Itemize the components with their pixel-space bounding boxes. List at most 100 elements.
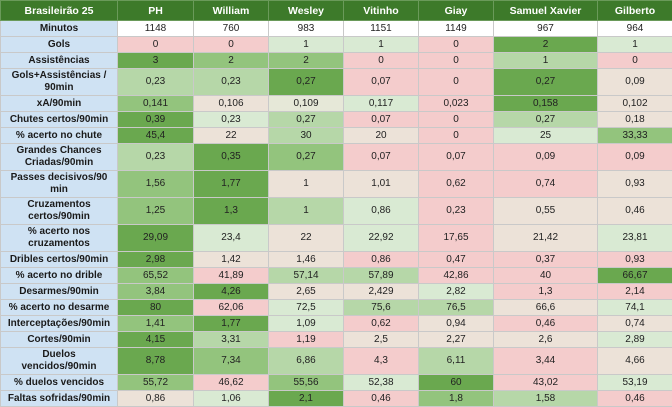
stat-value: 57,14 bbox=[269, 268, 344, 284]
stat-value: 75,6 bbox=[344, 300, 419, 316]
stat-value: 4,3 bbox=[344, 348, 419, 375]
stat-label: Minutos bbox=[1, 21, 118, 37]
stat-value: 2,27 bbox=[419, 332, 494, 348]
stat-value: 1151 bbox=[344, 21, 419, 37]
stat-value: 22 bbox=[194, 128, 269, 144]
player-header: Vitinho bbox=[344, 1, 419, 21]
stat-value: 30 bbox=[269, 128, 344, 144]
stat-value: 2,98 bbox=[118, 252, 194, 268]
stat-value: 0 bbox=[419, 112, 494, 128]
stat-value: 967 bbox=[494, 21, 598, 37]
stat-value: 55,72 bbox=[118, 375, 194, 391]
stat-value: 72,5 bbox=[269, 300, 344, 316]
stat-value: 0,23 bbox=[419, 198, 494, 225]
stat-value: 0 bbox=[344, 53, 419, 69]
stat-value: 1 bbox=[598, 37, 672, 53]
stat-value: 1,3 bbox=[494, 284, 598, 300]
stat-value: 2,14 bbox=[598, 284, 672, 300]
stat-value: 0,27 bbox=[494, 69, 598, 96]
stat-value: 0,62 bbox=[419, 171, 494, 198]
stat-value: 65,52 bbox=[118, 268, 194, 284]
stat-value: 0,47 bbox=[419, 252, 494, 268]
stat-value: 0,86 bbox=[344, 198, 419, 225]
stat-value: 0 bbox=[419, 128, 494, 144]
stat-value: 1 bbox=[269, 37, 344, 53]
stat-value: 0,09 bbox=[598, 69, 672, 96]
stat-value: 0,46 bbox=[494, 316, 598, 332]
stat-value: 0,18 bbox=[598, 112, 672, 128]
stat-value: 0,109 bbox=[269, 96, 344, 112]
stat-label: Faltas sofridas/90min bbox=[1, 391, 118, 407]
stat-value: 66,6 bbox=[494, 300, 598, 316]
stat-value: 29,09 bbox=[118, 225, 194, 252]
stat-value: 76,5 bbox=[419, 300, 494, 316]
stat-value: 2,1 bbox=[269, 391, 344, 407]
stat-value: 0,27 bbox=[269, 144, 344, 171]
stat-value: 1 bbox=[494, 53, 598, 69]
stat-value: 1,06 bbox=[194, 391, 269, 407]
stat-label: Gols bbox=[1, 37, 118, 53]
stat-value: 0 bbox=[419, 53, 494, 69]
stat-label: Chutes certos/90min bbox=[1, 112, 118, 128]
stat-value: 57,89 bbox=[344, 268, 419, 284]
stat-value: 1,41 bbox=[118, 316, 194, 332]
stat-value: 1,01 bbox=[344, 171, 419, 198]
stat-value: 0,55 bbox=[494, 198, 598, 225]
stat-value: 7,34 bbox=[194, 348, 269, 375]
stat-value: 55,56 bbox=[269, 375, 344, 391]
table-title: Brasileirão 25 bbox=[1, 1, 118, 21]
stat-value: 760 bbox=[194, 21, 269, 37]
stat-value: 0,07 bbox=[344, 144, 419, 171]
stat-label: % acerto no drible bbox=[1, 268, 118, 284]
stat-value: 23,81 bbox=[598, 225, 672, 252]
stat-value: 20 bbox=[344, 128, 419, 144]
stat-value: 17,65 bbox=[419, 225, 494, 252]
stat-value: 22 bbox=[269, 225, 344, 252]
stat-value: 0,86 bbox=[344, 252, 419, 268]
stat-value: 3,31 bbox=[194, 332, 269, 348]
stat-value: 0,86 bbox=[118, 391, 194, 407]
stat-value: 1,19 bbox=[269, 332, 344, 348]
stat-label: % duelos vencidos bbox=[1, 375, 118, 391]
stat-label: % acerto nos cruzamentos bbox=[1, 225, 118, 252]
stat-value: 0,46 bbox=[344, 391, 419, 407]
stat-value: 0,35 bbox=[194, 144, 269, 171]
stat-value: 0,39 bbox=[118, 112, 194, 128]
stat-value: 2,89 bbox=[598, 332, 672, 348]
stat-value: 0 bbox=[194, 37, 269, 53]
stat-label: Cortes/90min bbox=[1, 332, 118, 348]
stat-label: % acerto no desarme bbox=[1, 300, 118, 316]
stat-value: 1,46 bbox=[269, 252, 344, 268]
stat-value: 0,102 bbox=[598, 96, 672, 112]
stat-value: 3,44 bbox=[494, 348, 598, 375]
stat-value: 2,5 bbox=[344, 332, 419, 348]
stat-label: Passes decisivos/90 min bbox=[1, 171, 118, 198]
stat-value: 0,023 bbox=[419, 96, 494, 112]
stat-value: 0 bbox=[419, 37, 494, 53]
stat-label: Dribles certos/90min bbox=[1, 252, 118, 268]
stat-value: 60 bbox=[419, 375, 494, 391]
stat-value: 2 bbox=[194, 53, 269, 69]
stat-value: 23,4 bbox=[194, 225, 269, 252]
stat-value: 0,37 bbox=[494, 252, 598, 268]
stat-value: 0,27 bbox=[269, 69, 344, 96]
stat-value: 0,23 bbox=[194, 69, 269, 96]
stat-value: 2 bbox=[494, 37, 598, 53]
stat-label: Gols+Assistências / 90min bbox=[1, 69, 118, 96]
stat-value: 0,27 bbox=[269, 112, 344, 128]
stat-value: 0,07 bbox=[419, 144, 494, 171]
